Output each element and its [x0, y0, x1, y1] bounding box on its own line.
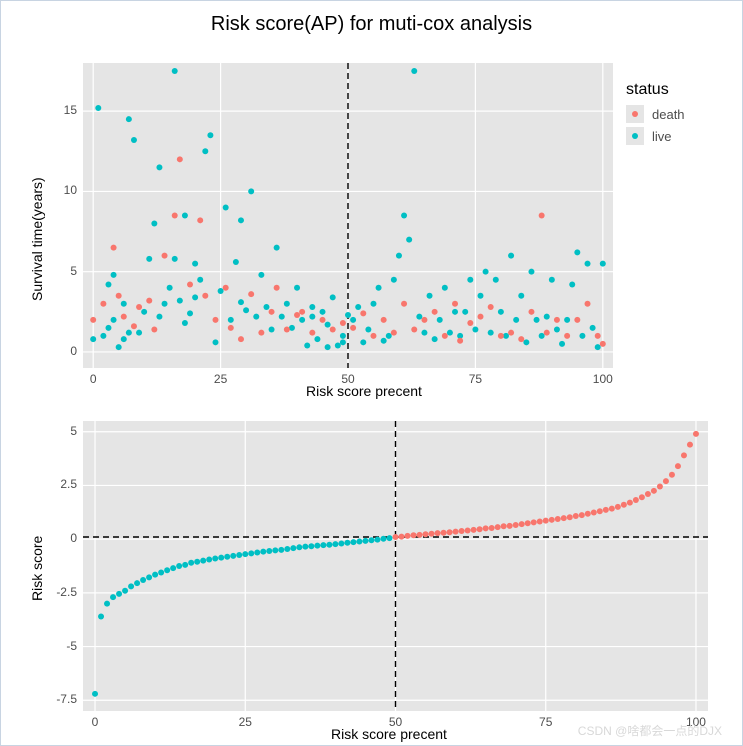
legend-item-death: death	[626, 105, 685, 123]
legend-title: status	[626, 81, 685, 99]
xlabel-bot: Risk score precent	[331, 726, 447, 742]
scatter-panel-survival	[83, 63, 613, 368]
scatter-svg-bot	[83, 421, 708, 711]
scatter-svg-top	[83, 63, 613, 368]
ylabel-top: Survival time(years)	[29, 177, 45, 301]
legend-item-live: live	[626, 127, 685, 145]
legend-swatch-death	[626, 105, 644, 123]
chart-title: Risk score(AP) for muti-cox analysis	[1, 1, 742, 42]
ylabel-bot: Risk score	[29, 536, 45, 601]
xlabel-top: Risk score precent	[306, 383, 422, 399]
scatter-panel-riskscore	[83, 421, 708, 711]
legend-label-death: death	[652, 107, 685, 122]
legend-label-live: live	[652, 129, 672, 144]
watermark: CSDN @啥都会一点的DJX	[578, 722, 722, 739]
figure-container: Risk score(AP) for muti-cox analysis 051…	[1, 1, 742, 745]
legend-swatch-live	[626, 127, 644, 145]
legend: status death live	[626, 81, 685, 149]
